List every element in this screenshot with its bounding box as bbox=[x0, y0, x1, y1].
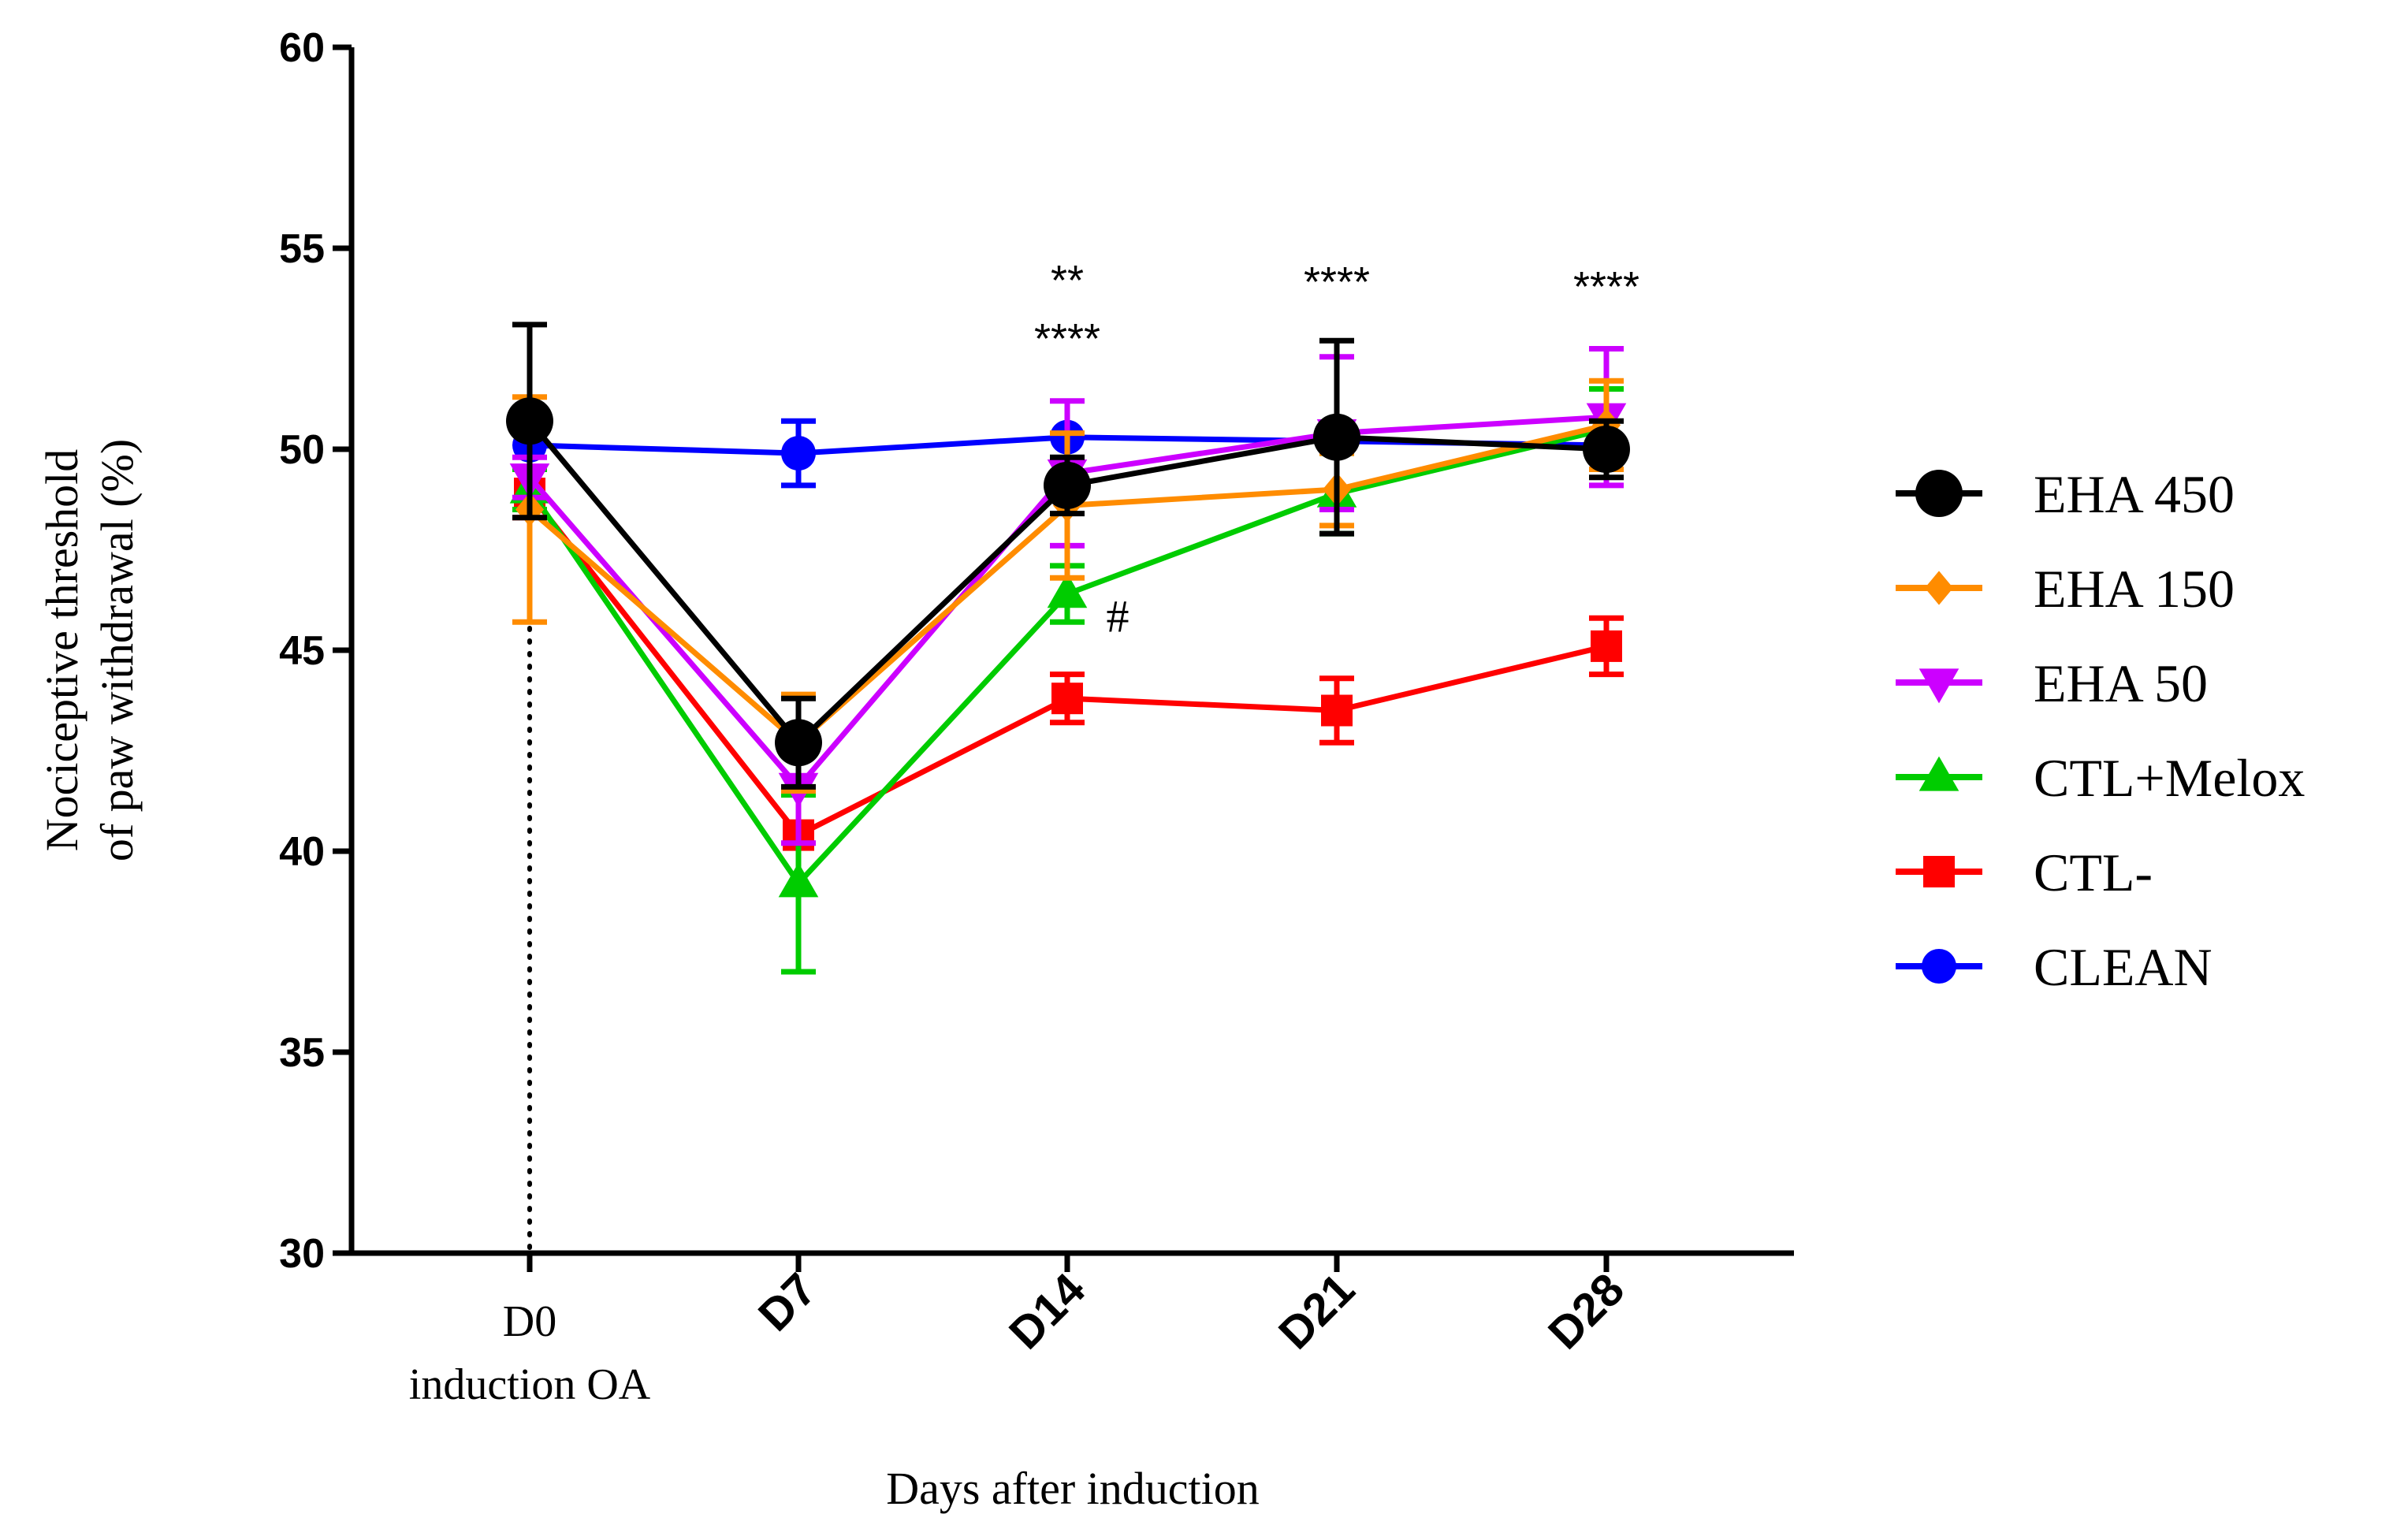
significance-annotation: **** bbox=[1573, 263, 1639, 311]
data-point bbox=[1044, 461, 1091, 509]
x-tick-label: D7 bbox=[749, 1263, 826, 1341]
significance-annotation: **** bbox=[1034, 315, 1100, 363]
legend-label: EHA 50 bbox=[2034, 653, 2208, 713]
legend-marker bbox=[1925, 571, 1953, 605]
y-tick-label: 40 bbox=[279, 829, 325, 875]
x-tick-label: D0 bbox=[503, 1297, 556, 1346]
legend-item-eha-150: EHA 150 bbox=[1896, 559, 2235, 619]
legend-item-eha-50: EHA 50 bbox=[1896, 653, 2208, 713]
x-axis-title: Days after induction bbox=[886, 1463, 1260, 1514]
data-point bbox=[1313, 413, 1360, 461]
y-tick-label: 30 bbox=[279, 1231, 325, 1277]
x-tick-label: D21 bbox=[1269, 1263, 1364, 1359]
data-point bbox=[1321, 694, 1353, 727]
legend-item-eha-450: EHA 450 bbox=[1896, 464, 2235, 524]
significance-annotation: ** bbox=[1051, 257, 1084, 304]
legend-label: CTL- bbox=[2034, 843, 2153, 902]
legend-marker bbox=[1918, 668, 1959, 704]
data-point bbox=[1583, 426, 1630, 473]
annotations: ********** ****# bbox=[1034, 257, 1639, 642]
legend: EHA 450 EHA 150 EHA 50 CTL+Melox CTL- CLEAN bbox=[1896, 464, 2305, 997]
y-tick-label: 45 bbox=[279, 628, 325, 674]
significance-annotation: **** bbox=[1304, 259, 1370, 306]
data-point bbox=[778, 862, 819, 898]
legend-label: EHA 150 bbox=[2034, 559, 2235, 619]
legend-item-ctl-plus-melox: CTL+Melox bbox=[1896, 748, 2305, 808]
data-point bbox=[1591, 630, 1622, 662]
y-axis-title-line-1: Nociceptive threshold bbox=[36, 449, 87, 852]
x-tick-label: D14 bbox=[999, 1263, 1095, 1359]
data-point bbox=[1047, 573, 1088, 608]
y-ticks: 30 35 40 45 50 55 60 bbox=[279, 25, 352, 1277]
significance-annotation-hash: # bbox=[1107, 591, 1130, 642]
data-point bbox=[775, 719, 822, 767]
y-tick-label: 35 bbox=[279, 1030, 325, 1076]
legend-marker bbox=[1918, 756, 1959, 791]
y-tick-label: 60 bbox=[279, 25, 325, 71]
legend-item-ctl: CTL- bbox=[1896, 843, 2153, 902]
legend-marker bbox=[1915, 470, 1963, 517]
legend-marker bbox=[1922, 949, 1956, 984]
y-tick-label: 55 bbox=[279, 226, 325, 272]
series-eha-450 bbox=[506, 322, 1630, 790]
data-point bbox=[1051, 683, 1083, 715]
y-tick-label: 50 bbox=[279, 427, 325, 473]
x-tick-label: D28 bbox=[1539, 1263, 1634, 1359]
series-layer bbox=[506, 322, 1630, 975]
legend-label: CLEAN bbox=[2034, 937, 2213, 997]
data-point bbox=[506, 397, 553, 445]
y-axis-title: Nociceptive threshold of paw withdrawal … bbox=[36, 439, 143, 861]
legend-label: CTL+Melox bbox=[2034, 748, 2305, 808]
x-tick-sublabel: induction OA bbox=[409, 1360, 651, 1409]
legend-item-clean: CLEAN bbox=[1896, 937, 2213, 997]
legend-label: EHA 450 bbox=[2034, 464, 2235, 524]
x-ticks: D0 induction OA D7 D14 D21 D28 bbox=[409, 1253, 1634, 1409]
data-point bbox=[781, 436, 816, 471]
axes bbox=[348, 47, 1794, 1256]
legend-marker bbox=[1923, 856, 1955, 887]
y-axis-title-line-2: of paw withdrawal (%) bbox=[91, 439, 143, 861]
